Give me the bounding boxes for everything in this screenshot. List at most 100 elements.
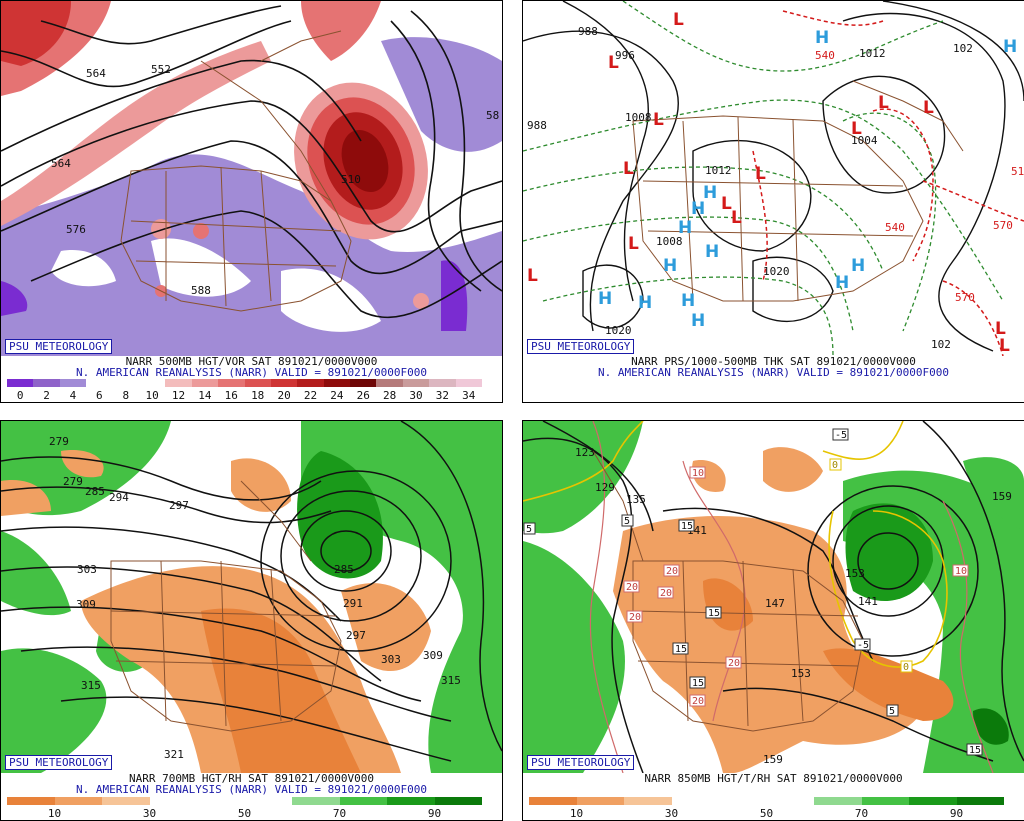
- vorticity-colorbar-ticks: 0 2 4 6 8 10 12 14 16 18 20 22 24 26 28 30 32 34: [7, 389, 482, 402]
- colorbar-tick-label: 70: [854, 807, 869, 820]
- colorbar-swatch: [861, 797, 909, 805]
- svg-text:-5: -5: [857, 640, 869, 651]
- colorbar-swatch: [7, 379, 34, 387]
- temp-label: 0: [829, 458, 842, 471]
- colorbar-swatch: [339, 797, 387, 805]
- low-marker: L: [623, 159, 634, 179]
- contour-label: 159: [763, 753, 783, 766]
- contour-label: 147: [765, 597, 785, 610]
- contour-label: 315: [81, 679, 101, 692]
- contour-label: 153: [845, 567, 865, 580]
- temp-label: 15: [705, 606, 722, 619]
- low-marker: L: [755, 164, 766, 184]
- contour-label: 153: [791, 667, 811, 680]
- colorbar-tick-label: 30: [664, 807, 679, 820]
- contour-label: 552: [151, 63, 171, 76]
- svg-text:0: 0: [832, 460, 838, 471]
- high-marker: H: [851, 256, 865, 276]
- high-marker: H: [815, 28, 829, 48]
- colorbar-swatch: [624, 797, 672, 805]
- psu-badge: PSU METEOROLOGY: [5, 339, 113, 354]
- psu-badge: PSU METEOROLOGY: [5, 755, 113, 770]
- colorbar-tick-label: 10: [145, 389, 159, 402]
- psu-badge: PSU METEOROLOGY: [527, 755, 635, 770]
- panel-500mb-vorticity: 564 552 564 576 588 58 510 PSU METEOROLO…: [0, 0, 503, 403]
- colorbar-swatch: [33, 379, 60, 387]
- colorbar-tick-label: 16: [224, 389, 238, 402]
- thickness-label: 570: [993, 219, 1013, 232]
- panel-pressure-thickness: H H H H H H H H H H H H H L L L L L L L …: [522, 0, 1024, 403]
- low-marker: L: [923, 98, 934, 118]
- svg-text:20: 20: [666, 566, 678, 577]
- temp-label: 20: [623, 580, 640, 593]
- panel-title: NARR 700MB HGT/RH SAT 891021/0000V000: [128, 772, 375, 785]
- psu-badge: PSU METEOROLOGY: [527, 339, 635, 354]
- isobar-label: 988: [578, 25, 598, 38]
- panel-subtitle: N. AMERICAN REANALYSIS (NARR) VALID = 89…: [76, 783, 427, 796]
- svg-text:20: 20: [626, 582, 638, 593]
- temp-label: 20: [657, 586, 674, 599]
- colorbar-swatch: [529, 797, 577, 805]
- temp-label: 15: [966, 743, 983, 756]
- low-marker: L: [851, 119, 862, 139]
- panel-700mb-rh: 279 279 285 294 297 303 309 315 285 291 …: [0, 420, 503, 821]
- temp-label: 5: [621, 514, 634, 527]
- colorbar-tick-label: 0: [16, 389, 24, 402]
- colorbar-swatch: [244, 379, 271, 387]
- colorbar-swatch: [429, 379, 456, 387]
- thickness-label: 540: [885, 221, 905, 234]
- high-marker: H: [1003, 37, 1017, 57]
- isobar-label: 1012: [859, 47, 886, 60]
- colorbar-swatch: [350, 379, 377, 387]
- thickness-label: 570: [955, 291, 975, 304]
- svg-text:15: 15: [969, 745, 981, 756]
- contour-label: 285: [85, 485, 105, 498]
- colorbar-tick-label: 26: [356, 389, 370, 402]
- colorbar-tick-label: 14: [198, 389, 212, 402]
- contour-label: 291: [343, 597, 363, 610]
- colorbar-swatch: [102, 797, 150, 805]
- contour-label: 141: [858, 595, 878, 608]
- contour-label: 321: [164, 748, 184, 761]
- high-marker: H: [691, 311, 705, 331]
- svg-text:15: 15: [675, 644, 687, 655]
- contour-label: 159: [992, 490, 1012, 503]
- contour-label: 309: [76, 598, 96, 611]
- rh700-map: 279 279 285 294 297 303 309 315 285 291 …: [1, 421, 502, 773]
- low-marker: L: [878, 93, 889, 113]
- contour-label: 564: [86, 67, 106, 80]
- svg-text:20: 20: [629, 612, 641, 623]
- colorbar-swatch: [138, 379, 166, 387]
- low-marker: L: [995, 319, 1006, 339]
- contour-label: 309: [423, 649, 443, 662]
- svg-text:5: 5: [624, 516, 630, 527]
- low-marker: L: [673, 10, 684, 30]
- temp-label: 10: [689, 466, 706, 479]
- colorbar-tick-label: 18: [251, 389, 265, 402]
- colorbar-swatch: [86, 379, 113, 387]
- contour-label: 294: [109, 491, 129, 504]
- colorbar-tick-label: 6: [96, 389, 103, 402]
- colorbar-swatch: [323, 379, 351, 387]
- colorbar-tick-label: 70: [332, 807, 347, 820]
- rh-colorbar: [7, 797, 482, 805]
- colorbar-swatch: [54, 797, 102, 805]
- colorbar-swatch: [244, 797, 292, 805]
- isobar-label: 1008: [656, 235, 683, 248]
- rh-colorbar: [529, 797, 1004, 805]
- low-marker: L: [628, 234, 639, 254]
- colorbar-swatch: [59, 379, 87, 387]
- low-marker: L: [653, 110, 664, 130]
- temp-label: -5: [832, 428, 849, 441]
- colorbar-swatch: [149, 797, 197, 805]
- contour-label: 510: [341, 173, 361, 186]
- isobar-label: 996: [615, 49, 635, 62]
- colorbar-tick-label: 30: [142, 807, 157, 820]
- panel-title: NARR 850MB HGT/T/RH SAT 891021/0000V000: [644, 772, 903, 785]
- low-marker: L: [608, 53, 619, 73]
- low-marker: L: [731, 208, 742, 228]
- colorbar-swatch: [191, 379, 219, 387]
- svg-text:15: 15: [681, 521, 693, 532]
- panel-title: NARR PRS/1000-500MB THK SAT 891021/0000V…: [631, 355, 916, 368]
- low-marker: L: [999, 336, 1010, 356]
